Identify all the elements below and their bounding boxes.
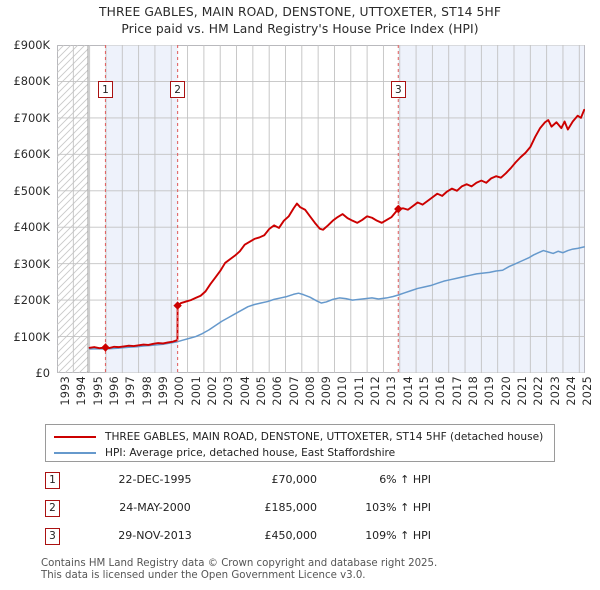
chart-legend: THREE GABLES, MAIN ROAD, DENSTONE, UTTOX… [45, 424, 555, 462]
transaction-hpi-delta: 109% ↑ HPI [365, 529, 431, 542]
title-line-1: THREE GABLES, MAIN ROAD, DENSTONE, UTTOX… [98, 5, 501, 19]
legend-item: THREE GABLES, MAIN ROAD, DENSTONE, UTTOX… [54, 430, 546, 444]
transaction-price: £450,000 [264, 529, 318, 542]
x-axis-tick-label: 2019 [483, 376, 497, 406]
page-title: THREE GABLES, MAIN ROAD, DENSTONE, UTTOX… [0, 4, 600, 38]
x-axis-tick-label: 1993 [59, 376, 72, 406]
chart-marker-flag-3[interactable]: 3 [390, 80, 406, 98]
x-axis-tick-label: 2023 [548, 376, 562, 406]
x-axis-tick-label: 2007 [287, 376, 301, 406]
y-axis-tick-label: £600K [13, 147, 50, 162]
x-axis-tick-label: 2002 [205, 376, 219, 406]
x-axis-tick-label: 2004 [238, 376, 252, 406]
title-line-2: Price paid vs. HM Land Registry's House … [121, 22, 479, 36]
chart-plot-area: 1 2 3 [57, 45, 585, 373]
legend-item: HPI: Average price, detached house, East… [54, 446, 546, 460]
x-axis-tick-label: 2003 [222, 376, 236, 406]
x-axis-tick-label: 2021 [516, 376, 529, 406]
x-axis-tick-label: 2000 [173, 376, 187, 406]
x-axis-tick-label: 2008 [303, 376, 317, 406]
transactions-table: 1 22-DEC-1995 £70,000 6% ↑ HPI 2 24-MAY-2000 £… [45, 470, 465, 554]
transaction-number-badge: 2 [45, 500, 60, 517]
transaction-date: 24-MAY-2000 [119, 501, 191, 514]
table-row[interactable]: 1 22-DEC-1995 £70,000 6% ↑ HPI [45, 470, 465, 498]
x-axis-tick-label: 2017 [450, 376, 464, 406]
y-axis-tick-label: £100K [13, 329, 50, 344]
y-axis-labels: £0 £100K £200K £300K £400K £500K £600K £700K £80… [0, 38, 54, 380]
x-axis-tick-label: 2022 [532, 376, 546, 406]
y-axis-tick-label: £900K [13, 38, 50, 52]
x-axis-tick-label: 1996 [107, 376, 121, 406]
x-axis-tick-label: 1995 [91, 376, 105, 406]
legend-color-swatch [54, 452, 96, 454]
y-axis-tick-label: £400K [13, 220, 50, 235]
y-axis-tick-label: £200K [13, 293, 50, 308]
y-axis-tick-label: £300K [13, 256, 50, 271]
x-axis-tick-label: 2005 [254, 376, 268, 406]
x-axis-tick-label: 2024 [564, 376, 578, 406]
x-axis-tick-label: 2025 [581, 376, 595, 406]
transaction-number-badge: 3 [45, 528, 60, 545]
footer: Contains HM Land Registry data © Crown c… [41, 558, 581, 583]
transaction-price: £70,000 [271, 473, 318, 486]
y-axis-tick-label: £700K [13, 110, 50, 125]
chart-marker-flag-2[interactable]: 2 [170, 80, 186, 98]
transaction-hpi-delta: 103% ↑ HPI [365, 501, 431, 514]
y-axis-tick-label: £0 [35, 366, 51, 380]
legend-color-swatch [54, 436, 96, 438]
x-axis-tick-label: 2013 [385, 376, 399, 406]
footer-line-1: Contains HM Land Registry data © Crown c… [41, 558, 438, 569]
chart-marker-flag-1[interactable]: 1 [97, 80, 113, 98]
x-axis-tick-label: 2018 [467, 376, 481, 406]
x-axis-tick-label: 2009 [320, 376, 334, 406]
y-axis-tick-label: £800K [13, 74, 50, 89]
y-axis-tick-label: £500K [13, 183, 50, 198]
table-row[interactable]: 2 24-MAY-2000 £185,000 103% ↑ HPI [45, 498, 465, 526]
x-axis-tick-label: 2012 [369, 376, 383, 406]
table-row[interactable]: 3 29-NOV-2013 £450,000 109% ↑ HPI [45, 526, 465, 554]
transaction-date: 22-DEC-1995 [118, 473, 192, 486]
x-axis-tick-label: 2014 [401, 376, 415, 406]
x-axis-tick-label: 2016 [434, 376, 448, 406]
footer-line-2: This data is licensed under the Open Gov… [41, 570, 366, 582]
x-axis-labels: 1993 1994 1995 1996 1997 1998 1999 2000 2001 2002… [57, 376, 594, 420]
x-axis-tick-label: 2006 [271, 376, 285, 406]
x-axis-tick-label: 2010 [336, 376, 350, 406]
transaction-number-badge: 1 [45, 472, 60, 489]
x-axis-tick-label: 2001 [189, 376, 203, 406]
x-axis-tick-label: 2011 [352, 376, 366, 406]
transaction-date: 29-NOV-2013 [118, 529, 192, 542]
x-axis-tick-label: 1997 [124, 376, 138, 406]
x-axis-tick-label: 1999 [156, 376, 170, 406]
legend-label: THREE GABLES, MAIN ROAD, DENSTONE, UTTOX… [105, 431, 544, 443]
x-axis-tick-label: 1994 [75, 376, 89, 406]
x-axis-tick-label: 2020 [499, 376, 513, 406]
x-axis-tick-label: 1998 [140, 376, 154, 406]
transaction-price: £185,000 [264, 501, 318, 514]
chart-canvas [57, 45, 585, 373]
x-axis-tick-label: 2015 [418, 376, 432, 406]
legend-label: HPI: Average price, detached house, East… [105, 447, 396, 459]
transaction-hpi-delta: 6% ↑ HPI [379, 473, 431, 486]
